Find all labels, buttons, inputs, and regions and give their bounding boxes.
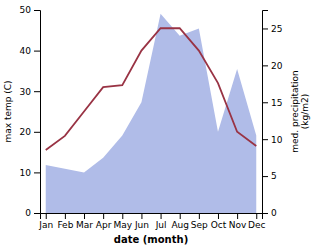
tick-mark (218, 213, 219, 219)
tick-mark (84, 213, 85, 219)
tick: May (113, 213, 132, 230)
y-label: max temp (C) (3, 80, 13, 142)
tick-label: 10 (271, 135, 283, 145)
tick: Apr (96, 213, 112, 230)
tick: Sep (191, 213, 208, 230)
tick: Oct (211, 213, 227, 230)
tick-label: 30 (20, 87, 32, 97)
tick-label: Sep (191, 220, 208, 230)
tick: 10 (20, 168, 40, 178)
tick: Dec (248, 213, 265, 230)
tick-label: 25 (271, 24, 282, 34)
tick-mark (199, 213, 200, 219)
tick-mark (65, 213, 66, 219)
tick: Mar (76, 213, 93, 230)
axis-line (34, 11, 41, 214)
tick-label: 20 (20, 127, 32, 137)
tick-label: 15 (271, 98, 282, 108)
tick-label: Nov (229, 220, 247, 230)
tick-label: 10 (20, 168, 32, 178)
axis-line (263, 11, 269, 214)
tick: 15 (262, 98, 282, 108)
tick-label: Aug (171, 220, 189, 230)
tick: 20 (262, 61, 283, 71)
tick-label: 20 (271, 61, 283, 71)
tick-mark (262, 65, 268, 66)
tick-label: Jan (38, 220, 53, 230)
tick-label: 0 (271, 208, 277, 218)
tick: Aug (171, 213, 189, 230)
tick-mark (141, 213, 142, 219)
tick-mark (262, 213, 268, 214)
tick: Jul (155, 213, 167, 230)
tick-mark (34, 51, 40, 52)
tick-mark (262, 176, 268, 177)
tick: 0 (25, 208, 40, 218)
tick: Nov (229, 213, 247, 230)
tick-label: Mar (76, 220, 93, 230)
tick: 20 (20, 127, 40, 137)
y2-label: med. precipitation(kg/m2) (290, 70, 310, 152)
tick-mark (34, 10, 40, 11)
tick-mark (256, 213, 257, 219)
tick-mark (34, 213, 40, 214)
tick-label: 0 (25, 208, 31, 218)
tick-mark (161, 213, 162, 219)
y2-axis: 0 5 10 15 20 25 (262, 11, 283, 219)
tick: Jan (38, 213, 53, 230)
x-axis: Jan FebMarAprMayJun Jul AugSepOctNovDec (38, 213, 265, 230)
axis-line (41, 214, 263, 220)
tick-label: Jun (134, 220, 149, 230)
tick-mark (122, 213, 123, 219)
tick: 40 (20, 46, 40, 56)
tick-label: Oct (211, 220, 227, 230)
plot: Jan FebMarAprMayJun Jul AugSepOctNovDec 0 10 2… (20, 5, 283, 230)
tick-label: 5 (271, 171, 277, 181)
tick-mark (262, 139, 268, 140)
tick-mark (103, 213, 104, 219)
tick-label: May (113, 220, 132, 230)
marks (46, 14, 257, 213)
chart: Jan FebMarAprMayJun Jul AugSepOctNovDec 0 10 2… (0, 0, 318, 247)
tick-label: Apr (96, 220, 112, 230)
tick-label: 50 (20, 5, 32, 15)
x-label: date (month) (114, 234, 188, 245)
tick-mark (46, 213, 47, 219)
tick: 10 (262, 135, 283, 145)
tick: Feb (57, 213, 73, 230)
y-axis: 0 10 20 30 40 50 (20, 5, 41, 218)
temperature-line (46, 28, 257, 150)
tick-mark (34, 91, 40, 92)
tick: 25 (262, 24, 282, 34)
tick: Jun (134, 213, 149, 230)
tick-label: Dec (248, 220, 265, 230)
tick-mark (262, 102, 268, 103)
tick-mark (180, 213, 181, 219)
tick-mark (34, 172, 40, 173)
y2-label-line: (kg/m2) (300, 94, 310, 129)
tick: 30 (20, 87, 40, 97)
tick: 5 (262, 171, 277, 181)
precipitation-area (46, 14, 257, 213)
y2-label-line: med. precipitation (290, 70, 300, 152)
tick-mark (237, 213, 238, 219)
tick-mark (262, 28, 268, 29)
tick-label: Feb (57, 220, 73, 230)
tick: 50 (20, 5, 40, 15)
tick: 0 (262, 208, 277, 218)
tick-label: Jul (155, 220, 167, 230)
tick-label: 40 (20, 46, 32, 56)
tick-mark (34, 132, 40, 133)
